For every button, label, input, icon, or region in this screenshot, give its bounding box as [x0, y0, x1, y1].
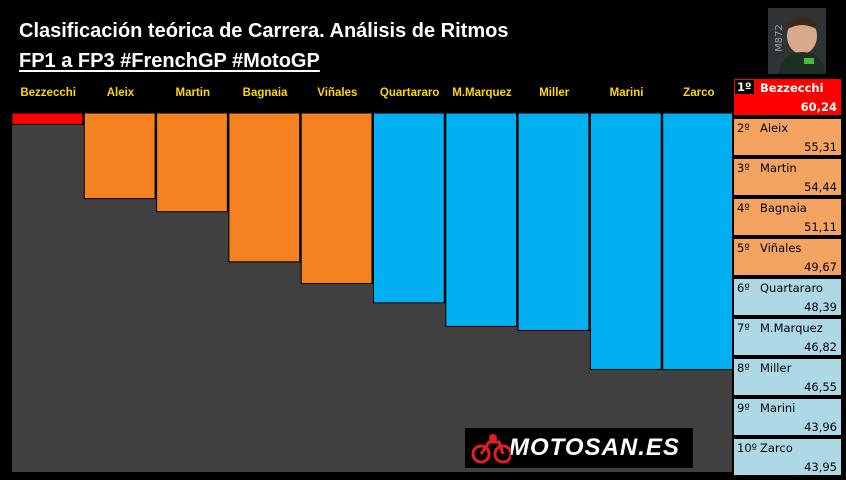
standings-rider-name: Viñales — [760, 241, 802, 255]
standings-position: 2º — [737, 121, 750, 135]
standings-position: 8º — [737, 361, 750, 375]
logo-text: MOTOSAN.ES — [509, 434, 680, 461]
standings-position: 6º — [737, 281, 750, 295]
standings-rider-name: Aleix — [760, 121, 789, 135]
bar-viñales — [300, 112, 373, 285]
motosan-logo: MOTOSAN.ES — [465, 428, 693, 468]
standings-rider-name: Bagnaia — [760, 201, 807, 215]
bar-quartararo — [373, 112, 445, 304]
bar-miller — [517, 112, 590, 331]
motorbike-icon — [471, 434, 511, 464]
category-label: Miller — [539, 87, 570, 99]
rider-avatar: M872 — [768, 8, 826, 74]
standings-value: 48,39 — [804, 300, 837, 314]
bar-chart: Bezzecchi Aleix Martin Bagnaia Viñales Quarta… — [11, 87, 732, 472]
bar-m-marquez — [445, 112, 518, 327]
category-label: M.Marquez — [452, 87, 512, 99]
category-label: Marini — [610, 87, 644, 99]
standings-row: 8º Miller 46,55 — [733, 358, 842, 396]
standings-position: 1º — [735, 80, 754, 94]
standings-rider-name: Bezzecchi — [760, 81, 824, 95]
standings-row: 6º Quartararo 48,39 — [733, 278, 842, 316]
standings-row: 2º Aleix 55,31 — [733, 118, 842, 156]
avatar-caption: M872 — [774, 24, 785, 52]
category-label: Bagnaia — [243, 87, 288, 99]
bar-bagnaia — [228, 112, 301, 263]
rider-photo-icon: M872 — [768, 8, 826, 74]
standings-value: 46,55 — [804, 380, 837, 394]
category-label: Zarco — [683, 87, 714, 99]
chart-floor — [12, 124, 732, 472]
category-label: Viñales — [317, 87, 357, 99]
standings-row: 3º Martin 54,44 — [733, 158, 842, 196]
standings-rider-name: Miller — [760, 361, 792, 375]
standings-value: 54,44 — [804, 180, 837, 194]
standings-row: 1º Bezzecchi 60,24 — [733, 78, 842, 116]
category-label: Martin — [176, 87, 211, 99]
standings-row: 10º Zarco 43,95 — [733, 438, 842, 476]
chart-title: Clasificación teórica de Carrera. Anális… — [19, 20, 509, 42]
standings-value: 46,82 — [804, 340, 837, 354]
standings-row: 9º Marini 43,96 — [733, 398, 842, 436]
bar-martin — [156, 112, 228, 213]
standings-position: 5º — [737, 241, 750, 255]
chart-subtitle: FP1 a FP3 #FrenchGP #MotoGP — [19, 50, 320, 72]
standings-row: 5º Viñales 49,67 — [733, 238, 842, 276]
standings-value: 43,96 — [804, 420, 837, 434]
standings-rider-name: Quartararo — [760, 281, 823, 295]
standings-value: 55,31 — [804, 140, 837, 154]
category-label: Aleix — [107, 87, 135, 99]
standings-rider-name: Zarco — [760, 441, 793, 455]
bar-zarco — [662, 112, 732, 371]
standings-position: 7º — [737, 321, 750, 335]
bar-aleix — [83, 112, 156, 200]
standings-table: 1º Bezzecchi 60,24 2º Aleix 55,31 3º Martin 54,4… — [733, 78, 842, 478]
standings-position: 10º — [737, 441, 758, 455]
bar-bezzecchi — [11, 112, 84, 125]
standings-row: 4º Bagnaia 51,11 — [733, 198, 842, 236]
standings-position: 4º — [737, 201, 750, 215]
standings-value: 60,24 — [800, 100, 837, 114]
standings-value: 49,67 — [804, 260, 837, 274]
bar-marini — [589, 112, 662, 370]
standings-position: 9º — [737, 401, 750, 415]
category-label: Quartararo — [380, 87, 439, 99]
standings-rider-name: Martin — [760, 161, 797, 175]
standings-value: 51,11 — [804, 220, 837, 234]
standings-value: 43,95 — [804, 460, 837, 474]
standings-position: 3º — [737, 161, 750, 175]
standings-rider-name: M.Marquez — [760, 321, 823, 335]
standings-rider-name: Marini — [760, 401, 796, 415]
category-label: Bezzecchi — [20, 87, 76, 99]
standings-row: 7º M.Marquez 46,82 — [733, 318, 842, 356]
